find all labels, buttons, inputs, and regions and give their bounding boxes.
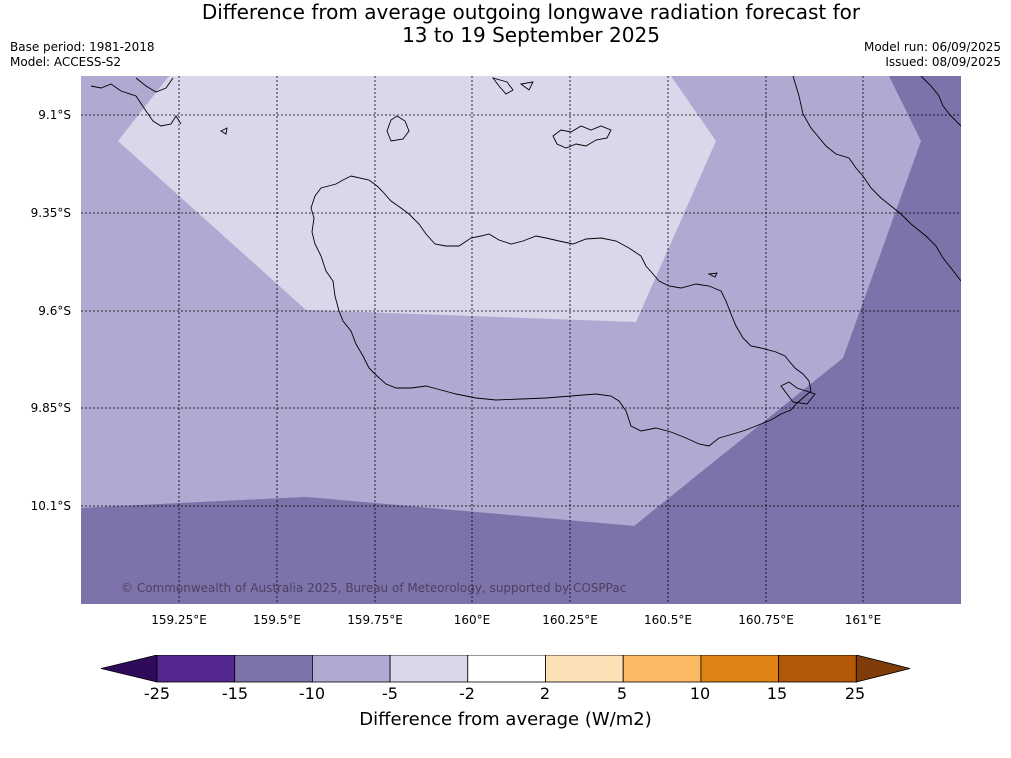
guadalcanal-coast [310, 175, 812, 447]
lon-label-4: 160°E [453, 613, 491, 627]
cb-tick-4: -5 [382, 684, 398, 703]
zone-dark-bottom [81, 497, 634, 604]
lon-label-7: 160.75°E [738, 613, 794, 627]
colorbar-cell [311, 655, 391, 683]
lat-label-4: 9.85°S [30, 401, 71, 415]
colorbar-cell [156, 655, 236, 683]
cb-tick-5: -2 [459, 684, 475, 703]
cb-tick-10: 25 [844, 684, 866, 703]
lon-label-6: 160.5°E [644, 613, 692, 627]
grid-lines [81, 76, 961, 604]
map-panel: © Commonwealth of Australia 2025, Bureau… [81, 76, 961, 604]
lat-label-3: 9.6°S [38, 304, 71, 318]
base-period: Base period: 1981-2018 [10, 40, 155, 54]
colorbar [100, 655, 911, 683]
cb-tick-3: -10 [298, 684, 326, 703]
colorbar-cell [467, 655, 546, 683]
cb-tick-6: 2 [539, 684, 551, 703]
cb-tick-2: -15 [221, 684, 249, 703]
lat-label-2: 9.35°S [30, 206, 71, 220]
lon-label-1: 159.25°E [151, 613, 207, 627]
cb-tick-9: 15 [766, 684, 788, 703]
colorbar-cell [778, 655, 857, 683]
title-line-1: Difference from average outgoing longwav… [201, 0, 861, 24]
title-line-2: 13 to 19 September 2025 [402, 23, 660, 47]
model-name: Model: ACCESS-S2 [10, 55, 122, 69]
lon-label-8: 161°E [844, 613, 882, 627]
cb-tick-8: 10 [689, 684, 711, 703]
colorbar-extend-low [100, 655, 158, 683]
meta-left: Base period: 1981-2018 Model: ACCESS-S2 [10, 40, 155, 70]
zone-light [118, 76, 716, 322]
lon-label-5: 160.25°E [542, 613, 598, 627]
colorbar-cell [234, 655, 313, 683]
map-title: Difference from average outgoing longwav… [0, 1, 1011, 47]
cb-tick-1: -25 [143, 684, 171, 703]
issued-date: Issued: 08/09/2025 [885, 55, 1001, 69]
coastlines [90, 76, 961, 447]
colorbar-cell [622, 655, 702, 683]
meta-right: Model run: 06/09/2025 Issued: 08/09/2025 [864, 40, 1001, 70]
lat-label-5: 10.1°S [30, 499, 71, 513]
colorbar-cell [700, 655, 780, 683]
lon-label-2: 159.5°E [253, 613, 301, 627]
malaita-coast [792, 76, 961, 282]
colorbar-cell [389, 655, 469, 683]
cb-tick-7: 5 [616, 684, 628, 703]
colorbar-title: Difference from average (W/m2) [359, 709, 652, 730]
florida-islands-coast [552, 125, 612, 149]
colorbar-cell [545, 655, 624, 683]
savo-coast [386, 115, 410, 142]
model-run: Model run: 06/09/2025 [863, 40, 1001, 54]
copyright-text: © Commonwealth of Australia 2025, Bureau… [121, 581, 626, 595]
lat-label-1: 9.1°S [38, 108, 71, 122]
lon-label-3: 159.75°E [347, 613, 403, 627]
colorbar-extend-high [855, 655, 911, 683]
